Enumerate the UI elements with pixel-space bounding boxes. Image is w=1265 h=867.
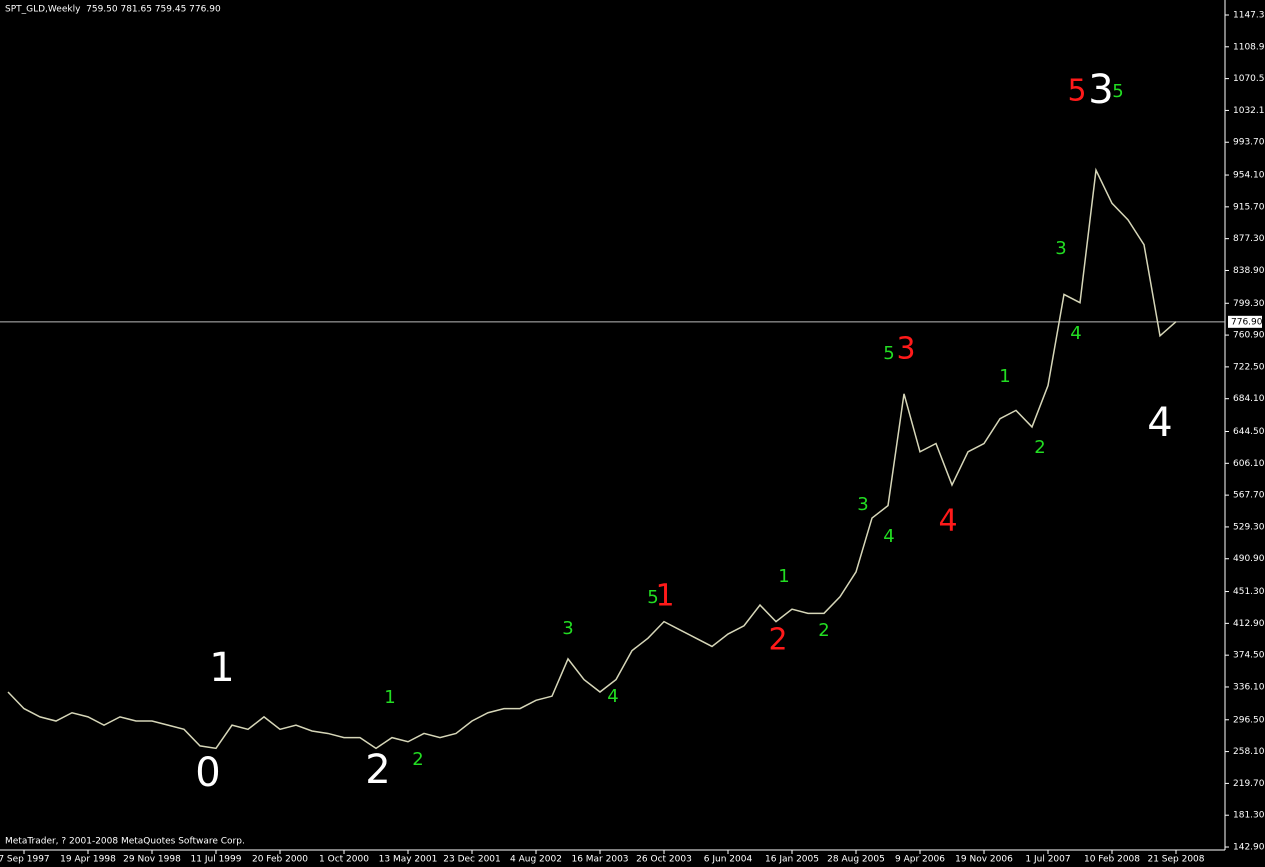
- x-tick-label: 21 Sep 2008: [1147, 855, 1204, 865]
- wave-label: 2: [768, 623, 787, 658]
- x-tick-label: 1 Oct 2000: [319, 855, 369, 865]
- wave-label: 4: [1147, 400, 1172, 446]
- wave-label: 2: [365, 747, 390, 793]
- y-tick-label: 606.10: [1233, 459, 1265, 469]
- wave-label: 4: [1070, 323, 1081, 344]
- wave-label: 2: [412, 749, 423, 770]
- y-tick-label: 374.50: [1233, 651, 1265, 661]
- x-tick-label: 16 Jan 2005: [765, 855, 819, 865]
- y-tick-label: 799.30: [1233, 299, 1265, 309]
- footer: MetaTrader, ? 2001-2008 MetaQuotes Softw…: [5, 837, 245, 847]
- x-tick-label: 13 May 2001: [379, 855, 438, 865]
- wave-label: 2: [1034, 437, 1045, 458]
- wave-label: 3: [562, 618, 573, 639]
- y-tick-label: 684.10: [1233, 394, 1265, 404]
- wave-label: 5: [1067, 74, 1086, 109]
- x-tick-label: 19 Nov 2006: [955, 855, 1013, 865]
- y-tick-label: 181.30: [1233, 811, 1265, 821]
- x-tick-label: 28 Aug 2005: [827, 855, 885, 865]
- wave-label: 2: [818, 620, 829, 641]
- x-tick-label: 16 Mar 2003: [571, 855, 628, 865]
- y-tick-label: 722.50: [1233, 362, 1265, 372]
- wave-label: 1: [655, 579, 674, 614]
- current-price-box: [1228, 315, 1262, 328]
- wave-label: 1: [384, 687, 395, 708]
- y-tick-label: 529.30: [1233, 522, 1265, 532]
- y-tick-label: 954.10: [1233, 171, 1265, 181]
- y-tick-label: 451.30: [1233, 587, 1265, 597]
- y-tick-label: 1032.10: [1233, 106, 1265, 116]
- x-tick-label: 26 Oct 2003: [636, 855, 692, 865]
- wave-label: 0: [195, 750, 220, 796]
- y-tick-label: 915.70: [1233, 202, 1265, 212]
- wave-label: 3: [896, 332, 915, 367]
- y-tick-label: 838.90: [1233, 266, 1265, 276]
- chart-title: SPT_GLD,Weekly 759.50 781.65 759.45 776.…: [5, 5, 221, 15]
- x-tick-label: 7 Sep 1997: [0, 855, 50, 865]
- x-tick-label: 6 Jun 2004: [704, 855, 753, 865]
- wave-label: 5: [647, 587, 658, 608]
- y-tick-label: 258.10: [1233, 747, 1265, 757]
- y-tick-label: 644.50: [1233, 427, 1265, 437]
- y-tick-label: 336.10: [1233, 682, 1265, 692]
- wave-label: 1: [999, 366, 1010, 387]
- x-tick-label: 29 Nov 1998: [123, 855, 181, 865]
- y-tick-label: 412.90: [1233, 619, 1265, 629]
- x-tick-label: 9 Apr 2006: [895, 855, 945, 865]
- wave-label: 5: [1112, 81, 1123, 102]
- y-tick-label: 1070.50: [1233, 74, 1265, 84]
- wave-label: 3: [1055, 238, 1066, 259]
- x-tick-label: 20 Feb 2000: [252, 855, 308, 865]
- y-tick-label: 567.70: [1233, 491, 1265, 501]
- y-tick-label: 1147.30: [1233, 10, 1265, 20]
- wave-label: 4: [938, 504, 957, 539]
- wave-label: 1: [778, 566, 789, 587]
- y-tick-label: 142.90: [1233, 843, 1265, 853]
- y-tick-label: 760.90: [1233, 331, 1265, 341]
- current-price-label: 776.90: [1231, 317, 1263, 327]
- x-tick-label: 23 Dec 2001: [443, 855, 501, 865]
- y-tick-label: 296.50: [1233, 715, 1265, 725]
- wave-label: 1: [209, 645, 234, 691]
- y-tick-label: 1108.90: [1233, 42, 1265, 52]
- price-line: [7, 167, 1177, 750]
- wave-label: 4: [883, 526, 894, 547]
- x-tick-label: 1 Jul 2007: [1025, 855, 1070, 865]
- wave-label: 3: [857, 494, 868, 515]
- wave-label: 5: [883, 343, 894, 364]
- y-tick-label: 219.70: [1233, 779, 1265, 789]
- x-tick-label: 19 Apr 1998: [60, 855, 116, 865]
- x-tick-label: 11 Jul 1999: [191, 855, 242, 865]
- y-tick-label: 993.70: [1233, 138, 1265, 148]
- wave-label: 4: [607, 686, 618, 707]
- y-tick-label: 490.90: [1233, 554, 1265, 564]
- x-tick-label: 10 Feb 2008: [1084, 855, 1140, 865]
- wave-label: 3: [1088, 67, 1113, 113]
- x-tick-label: 4 Aug 2002: [510, 855, 562, 865]
- y-tick-label: 877.30: [1233, 234, 1265, 244]
